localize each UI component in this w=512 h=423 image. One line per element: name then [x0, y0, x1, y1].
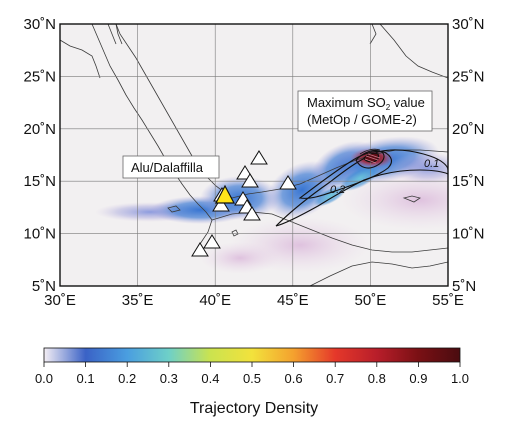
colorbar-tick-label: 0.6 [285, 371, 303, 386]
coastline-horn-of-africa [309, 261, 448, 286]
y-tick-label-right: 30˚N [452, 16, 485, 33]
y-tick-label-right: 5˚N [452, 278, 476, 295]
contour-label-0-1: 0.1 [424, 158, 439, 170]
contour-highlight-edge [359, 148, 381, 155]
coastline-nile [107, 24, 117, 45]
volcano-triangle [279, 175, 297, 190]
lake-tana [231, 229, 239, 237]
colorbar-tick-label: 0.0 [35, 371, 53, 386]
contour-inner [355, 149, 385, 169]
x-tick-label: 50˚E [355, 292, 387, 309]
y-tick-label-left: 15˚N [23, 173, 56, 190]
volcano-label: Alu/Dalaffilla [131, 160, 204, 175]
y-tick-label-left: 5˚N [32, 278, 56, 295]
y-tick-label-left: 10˚N [23, 226, 56, 243]
contour-label-0-2: 0.2 [330, 184, 345, 196]
so2-label-box: Maximum SO2 value (MetOp / GOME-2) [297, 90, 433, 132]
volcano-triangle [203, 234, 221, 249]
x-tick-label: 45˚E [277, 292, 309, 309]
island-dahlak [167, 205, 181, 213]
so2-label-line1: Maximum SO2 value [307, 95, 425, 112]
coastline-persian-gulf [369, 24, 377, 45]
colorbar-tick-label: 0.2 [118, 371, 136, 386]
y-tick-label-right: 20˚N [452, 121, 485, 138]
y-tick-label-left: 20˚N [23, 121, 56, 138]
coastline-arabian-east [379, 24, 448, 79]
axis-labels: 30˚E 35˚E 40˚E 45˚E 50˚E 55˚E30˚N 30˚N25˚N 25˚N… [23, 16, 484, 309]
y-tick-label-right: 10˚N [452, 226, 485, 243]
colorbar-tick-label: 0.1 [77, 371, 95, 386]
volcano-markers [191, 150, 297, 257]
volcano-label-box: Alu/Dalaffilla [122, 155, 220, 179]
contour-0-2 [298, 150, 393, 199]
x-tick-label: 30˚E [44, 292, 76, 309]
map-content: 0.1 0.2 [60, 24, 448, 286]
core-hatch [364, 153, 381, 164]
volcano-triangle [212, 197, 230, 212]
colorbar-title: Trajectory Density [190, 400, 318, 417]
colorbar-tick-label: 0.7 [326, 371, 344, 386]
map-frame [59, 23, 449, 287]
volcano-triangle [243, 206, 261, 221]
island-socotra [402, 195, 421, 203]
graticule [60, 24, 448, 286]
colorbar-tick-label: 0.5 [243, 371, 261, 386]
coastline-sinai [60, 39, 101, 79]
colorbar-tick-label: 1.0 [451, 371, 469, 386]
colorbar-tick-label: 0.8 [368, 371, 386, 386]
colorbar-tick-label: 0.3 [160, 371, 178, 386]
colorbar-bar [43, 347, 461, 363]
colorbar-tick-label: 0.4 [201, 371, 219, 386]
colorbar-ticks: 0.0 0.1 0.2 0.3 0.4 0.5 0.6 0.7 0.8 0.9 1.0 [35, 362, 469, 386]
y-tick-label-left: 30˚N [23, 16, 56, 33]
so2-label-sub: 2 [386, 103, 391, 112]
volcano-alu-dalaffilla [215, 184, 235, 204]
coastline-gulf-of-aqaba [115, 24, 123, 45]
so2-label-post: value [390, 95, 425, 110]
x-tick-label: 40˚E [199, 292, 231, 309]
volcano-triangle [241, 173, 259, 188]
x-tick-label: 55˚E [432, 292, 464, 309]
coastline-east-red-sea [115, 24, 233, 199]
y-tick-label-right: 25˚N [452, 68, 485, 85]
so2-label-line2: (MetOp / GOME-2) [307, 112, 417, 127]
volcano-triangle [191, 242, 209, 257]
so2-contours [275, 148, 448, 227]
y-tick-label-right: 15˚N [452, 173, 485, 190]
colorbar: 0.0 0.1 0.2 0.3 0.4 0.5 0.6 0.7 0.8 0.9 1.0 Trajec… [35, 347, 469, 417]
colorbar-tick-label: 0.9 [409, 371, 427, 386]
x-tick-label: 35˚E [122, 292, 154, 309]
y-tick-label-left: 25˚N [23, 68, 56, 85]
so2-label-pre: Maximum SO [307, 95, 386, 110]
volcano-triangle [250, 150, 268, 165]
coastline-west-red-sea [91, 24, 213, 255]
